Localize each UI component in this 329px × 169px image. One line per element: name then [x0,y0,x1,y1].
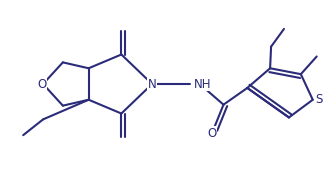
Text: O: O [207,127,216,140]
Text: N: N [148,78,157,91]
Text: O: O [38,78,47,91]
Text: S: S [316,93,323,106]
Text: NH: NH [194,78,211,91]
